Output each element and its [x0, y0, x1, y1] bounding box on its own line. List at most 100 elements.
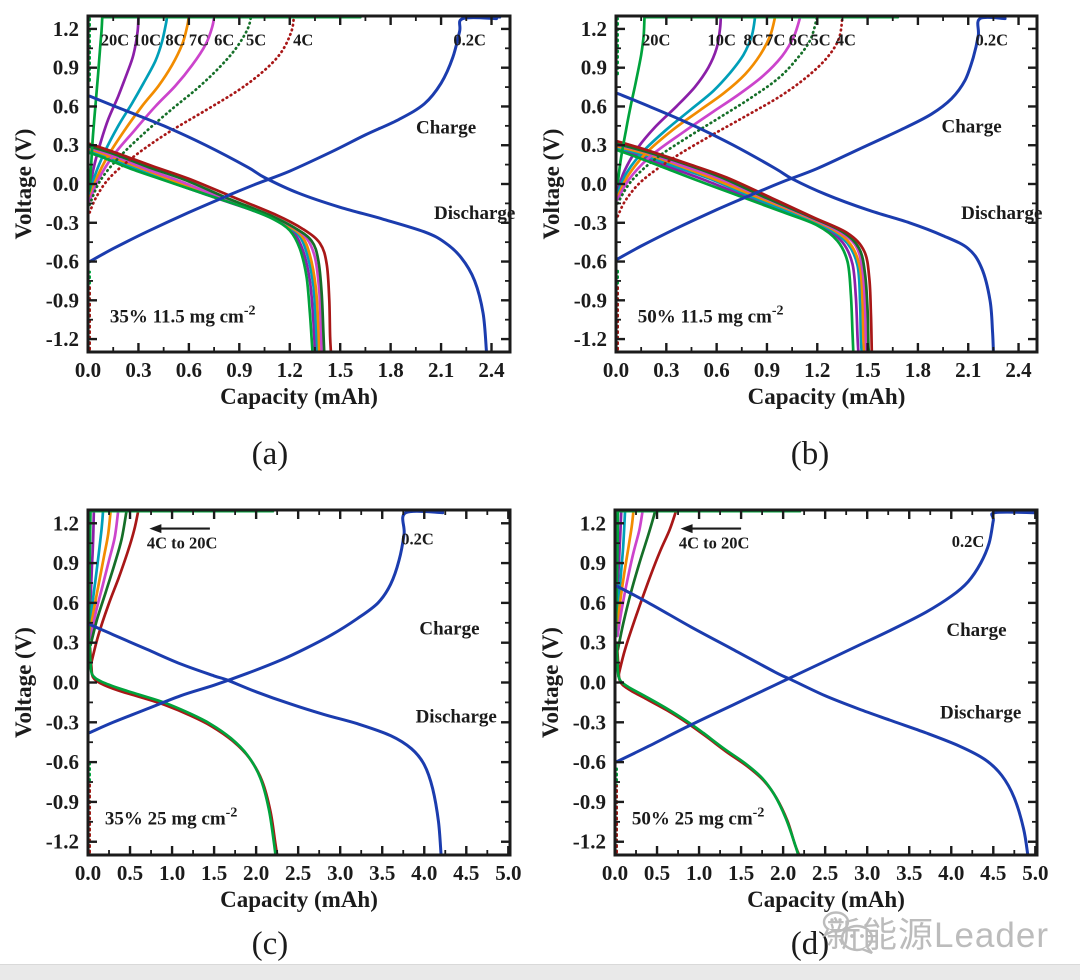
svg-text:Charge: Charge — [946, 620, 1006, 641]
svg-text:4.5: 4.5 — [453, 861, 479, 885]
panel-d-chart: 0.0 0.5 1.0 1.5 2.0 2.5 3.0 3.5 4.0 4.5 5.0 -1.2 -0.… — [540, 508, 1048, 912]
svg-text:10C: 10C — [133, 31, 161, 50]
svg-text:0.6: 0.6 — [704, 358, 730, 382]
svg-text:0.3: 0.3 — [53, 631, 79, 655]
svg-text:0.0: 0.0 — [602, 861, 628, 885]
svg-text:-1.2: -1.2 — [46, 830, 79, 854]
svg-text:-0.9: -0.9 — [46, 790, 79, 814]
svg-text:1.5: 1.5 — [854, 358, 880, 382]
svg-text:-0.9: -0.9 — [573, 790, 606, 814]
svg-text:3.0: 3.0 — [327, 861, 353, 885]
svg-text:2.5: 2.5 — [285, 861, 311, 885]
svg-text:-0.9: -0.9 — [46, 288, 79, 312]
svg-text:0.9: 0.9 — [580, 551, 606, 575]
svg-text:-1.2: -1.2 — [573, 830, 606, 854]
svg-text:Voltage (V): Voltage (V) — [11, 627, 36, 738]
svg-text:0.9: 0.9 — [53, 551, 79, 575]
svg-text:5C: 5C — [246, 31, 266, 50]
svg-text:0.2C: 0.2C — [975, 31, 1008, 50]
watermark: 新能源Leader — [820, 906, 1049, 958]
svg-text:2.1: 2.1 — [428, 358, 454, 382]
svg-text:-1.2: -1.2 — [574, 327, 607, 351]
svg-text:2.1: 2.1 — [955, 358, 981, 382]
svg-text:0.9: 0.9 — [53, 56, 79, 80]
svg-text:8C: 8C — [165, 31, 185, 50]
svg-text:7C: 7C — [189, 31, 209, 50]
svg-text:1.2: 1.2 — [53, 511, 79, 535]
svg-text:Charge: Charge — [942, 116, 1002, 137]
svg-text:0.0: 0.0 — [75, 861, 101, 885]
svg-text:1.2: 1.2 — [804, 358, 830, 382]
svg-text:50% 11.5 mg cm-2: 50% 11.5 mg cm-2 — [638, 303, 784, 327]
svg-text:20C: 20C — [642, 31, 670, 50]
svg-text:4.0: 4.0 — [938, 861, 964, 885]
svg-text:4C to 20C: 4C to 20C — [147, 533, 218, 552]
svg-text:-0.6: -0.6 — [46, 750, 79, 774]
svg-text:4.0: 4.0 — [411, 861, 437, 885]
svg-text:Capacity (mAh): Capacity (mAh) — [220, 384, 378, 409]
svg-text:Charge: Charge — [419, 619, 479, 640]
panel-a-chart: 0.0 0.3 0.6 0.9 1.2 1.5 1.8 2.1 2.4 -1.2 -0.9 -0.6 -… — [11, 14, 515, 409]
svg-text:-1.2: -1.2 — [46, 327, 79, 351]
svg-text:0.5: 0.5 — [644, 861, 670, 885]
svg-text:-0.3: -0.3 — [46, 710, 79, 734]
svg-text:2.0: 2.0 — [770, 861, 796, 885]
svg-text:0.9: 0.9 — [581, 56, 607, 80]
svg-text:20C: 20C — [101, 31, 129, 50]
svg-text:0.6: 0.6 — [580, 591, 606, 615]
svg-text:1.5: 1.5 — [728, 861, 754, 885]
svg-text:0.6: 0.6 — [53, 94, 79, 118]
svg-text:0.0: 0.0 — [581, 172, 607, 196]
wechat-icon — [822, 911, 874, 955]
svg-text:7C: 7C — [765, 31, 785, 50]
svg-text:0.0: 0.0 — [53, 671, 79, 695]
svg-text:1.2: 1.2 — [580, 511, 606, 535]
svg-text:6C: 6C — [789, 31, 809, 50]
svg-text:5.0: 5.0 — [495, 861, 521, 885]
svg-text:1.0: 1.0 — [159, 861, 185, 885]
svg-text:Discharge: Discharge — [940, 702, 1021, 723]
svg-text:0.6: 0.6 — [581, 94, 607, 118]
svg-text:0.6: 0.6 — [53, 591, 79, 615]
svg-text:10C: 10C — [707, 31, 735, 50]
svg-text:4C: 4C — [836, 31, 856, 50]
svg-text:4C: 4C — [293, 31, 313, 50]
svg-text:-0.3: -0.3 — [46, 211, 79, 235]
svg-text:5C: 5C — [811, 31, 831, 50]
svg-text:2.4: 2.4 — [478, 358, 505, 382]
svg-text:2.5: 2.5 — [812, 861, 838, 885]
svg-text:0.9: 0.9 — [226, 358, 252, 382]
svg-text:8C: 8C — [743, 31, 763, 50]
svg-text:1.0: 1.0 — [686, 861, 712, 885]
svg-text:0.9: 0.9 — [754, 358, 780, 382]
svg-text:5.0: 5.0 — [1022, 861, 1048, 885]
caption-a: (a) — [251, 436, 289, 472]
svg-text:3.5: 3.5 — [896, 861, 922, 885]
svg-text:0.3: 0.3 — [53, 133, 79, 157]
svg-text:0.2C: 0.2C — [401, 530, 434, 549]
svg-text:-0.6: -0.6 — [574, 250, 607, 274]
svg-text:-0.3: -0.3 — [573, 710, 606, 734]
svg-text:50% 25 mg cm-2: 50% 25 mg cm-2 — [632, 805, 765, 829]
svg-text:0.3: 0.3 — [653, 358, 679, 382]
svg-text:4C to 20C: 4C to 20C — [679, 533, 750, 552]
svg-text:-0.6: -0.6 — [573, 750, 606, 774]
svg-text:Voltage (V): Voltage (V) — [540, 627, 563, 738]
svg-text:3.0: 3.0 — [854, 861, 880, 885]
svg-text:-0.6: -0.6 — [46, 250, 79, 274]
svg-text:0.2C: 0.2C — [952, 532, 985, 551]
svg-text:0.3: 0.3 — [580, 631, 606, 655]
svg-text:4.5: 4.5 — [980, 861, 1006, 885]
svg-text:0.3: 0.3 — [125, 358, 151, 382]
svg-text:Charge: Charge — [416, 118, 476, 139]
svg-text:Capacity (mAh): Capacity (mAh) — [220, 887, 378, 912]
svg-text:0.0: 0.0 — [53, 172, 79, 196]
svg-text:-0.9: -0.9 — [574, 288, 607, 312]
svg-text:Voltage (V): Voltage (V) — [540, 129, 564, 240]
svg-text:0.5: 0.5 — [117, 861, 143, 885]
svg-text:1.2: 1.2 — [581, 17, 607, 41]
caption-d: (d) — [790, 926, 830, 962]
svg-text:1.2: 1.2 — [277, 358, 303, 382]
svg-text:1.8: 1.8 — [905, 358, 931, 382]
